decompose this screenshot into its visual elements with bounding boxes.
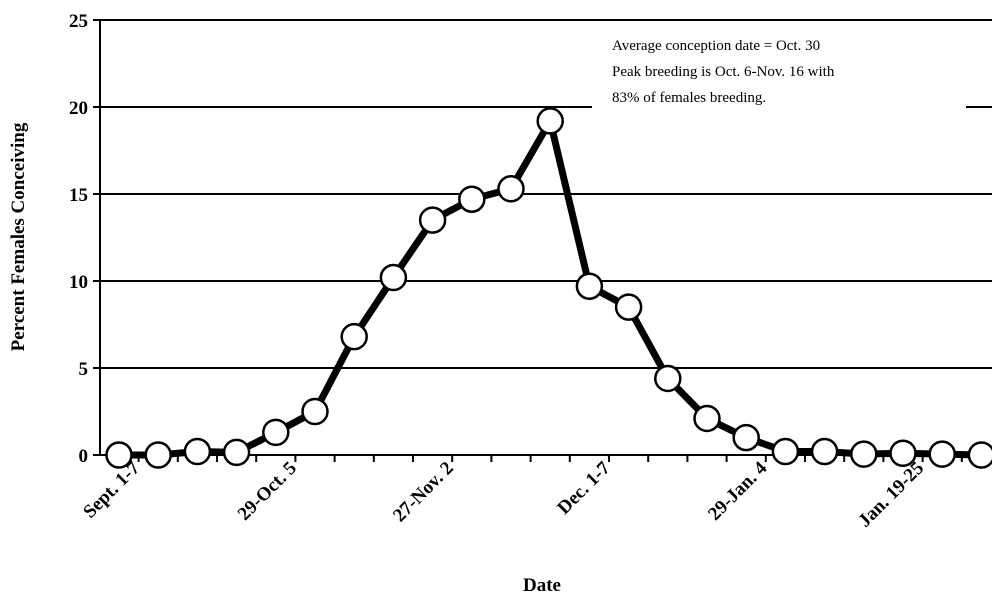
data-point	[928, 440, 956, 468]
data-point	[183, 437, 212, 466]
data-point	[301, 397, 329, 426]
x-tick-label: Sept. 1-7	[79, 457, 144, 522]
annotation-background	[592, 24, 966, 126]
x-axis-title: Date	[523, 575, 561, 596]
y-tick-label: 20	[69, 98, 88, 119]
data-point	[654, 364, 682, 393]
data-point	[105, 441, 133, 469]
annotation-line-3: 83% of females breeding.	[612, 90, 766, 106]
data-point	[536, 107, 564, 135]
y-tick-label: 0	[79, 446, 89, 467]
data-point	[497, 175, 525, 203]
data-point	[144, 441, 172, 469]
y-tick-label: 5	[79, 359, 89, 380]
x-tick-label: 27-Nov. 2	[389, 458, 458, 527]
data-point	[850, 440, 878, 468]
series-line	[119, 117, 982, 459]
y-tick-label: 25	[69, 11, 88, 32]
x-tick-label: Dec. 1-7	[553, 457, 614, 518]
data-point	[418, 206, 447, 234]
y-tick-label: 15	[69, 185, 88, 206]
x-tick-label: 29-Jan. 4	[704, 457, 771, 524]
annotation: Average conception date = Oct. 30 Peak b…	[612, 38, 835, 106]
data-point	[967, 441, 992, 469]
data-point	[340, 322, 368, 351]
data-point	[262, 418, 290, 447]
data-point	[889, 439, 917, 468]
annotation-line-2: Peak breeding is Oct. 6-Nov. 16 with	[612, 64, 835, 80]
data-point	[693, 404, 721, 433]
data-point	[732, 423, 760, 452]
data-point	[810, 437, 839, 466]
y-axis-tick-labels: 0 5 10 15 20 25	[69, 11, 88, 467]
x-axis-tick-labels: Sept. 1-7 29-Oct. 5 27-Nov. 2 Dec. 1-7 29-Ja…	[79, 457, 928, 531]
data-point	[379, 263, 408, 292]
y-tick-label: 10	[69, 272, 88, 293]
series-polyline	[119, 117, 982, 459]
data-point	[458, 185, 486, 213]
data-point	[222, 438, 251, 467]
annotation-line-1: Average conception date = Oct. 30	[612, 38, 820, 54]
data-point	[575, 272, 604, 300]
x-tick-label: 29-Oct. 5	[234, 458, 301, 525]
data-point	[614, 293, 643, 321]
x-tick-label: Jan. 19-25	[854, 458, 928, 532]
data-points	[105, 107, 992, 469]
data-point	[771, 437, 800, 466]
y-axis-title: Percent Females Conceiving	[8, 122, 29, 351]
